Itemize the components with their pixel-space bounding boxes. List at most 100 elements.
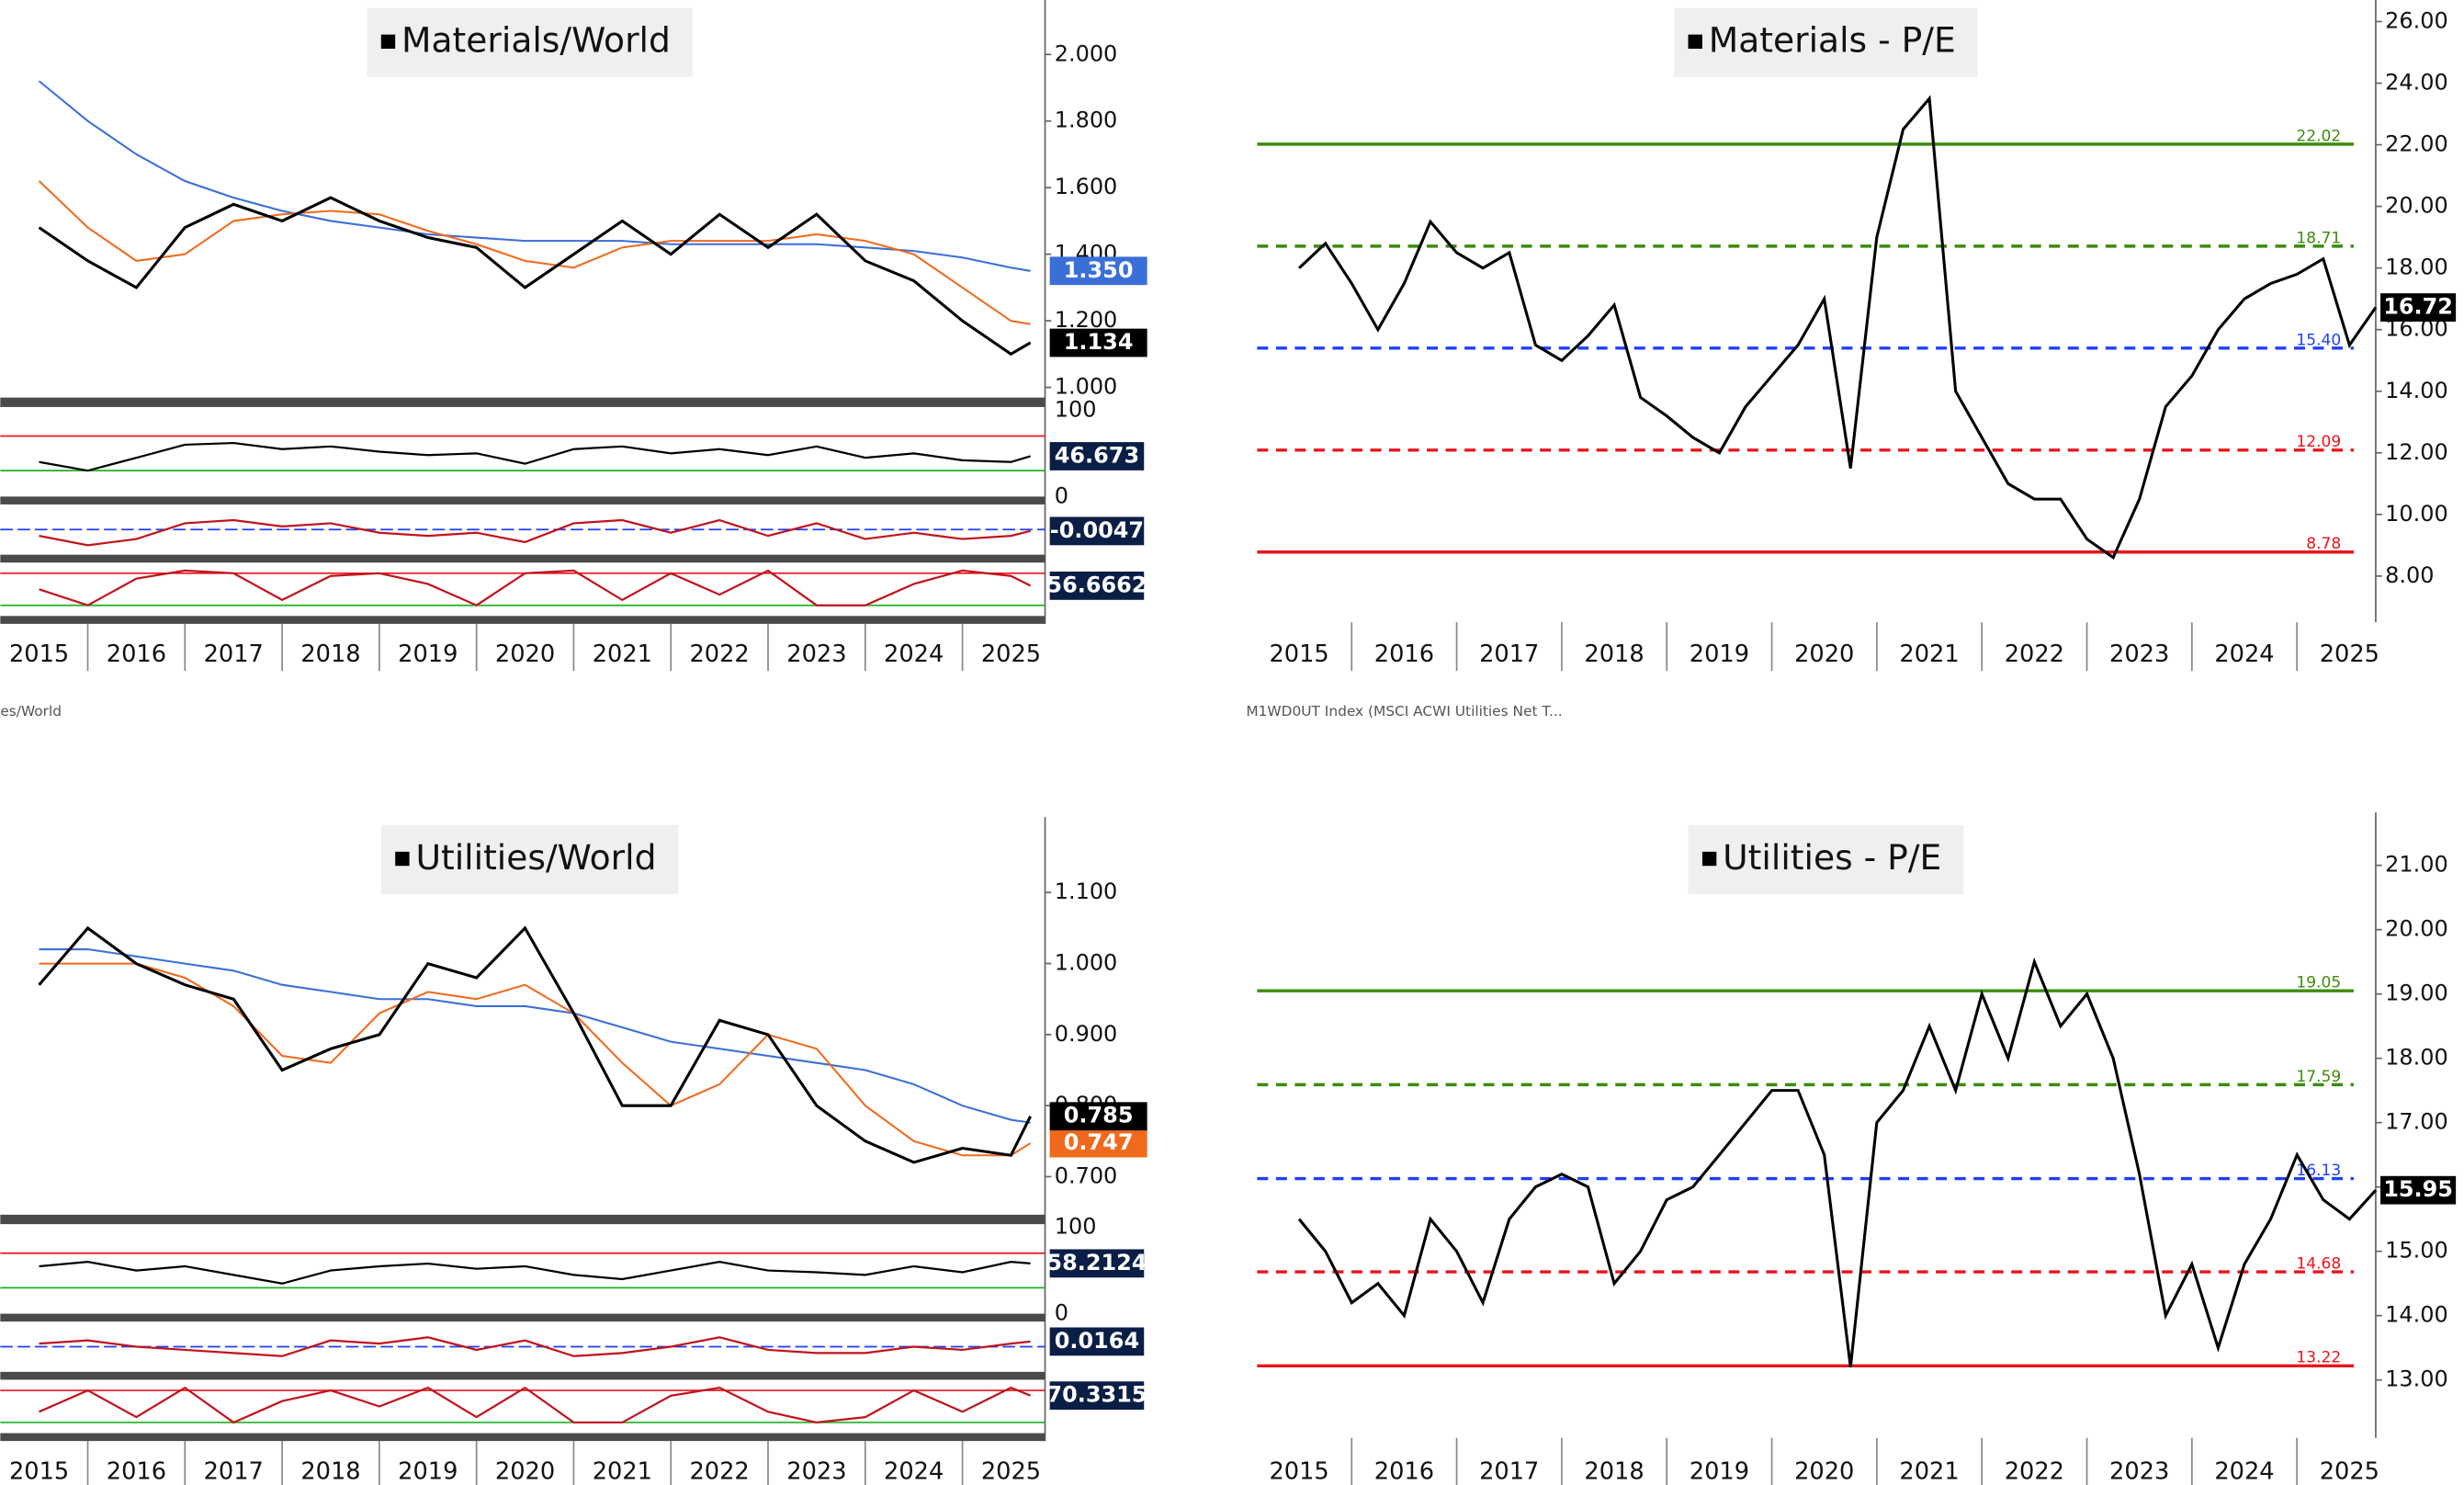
legend-marker <box>1701 851 1717 867</box>
x-tick-label: 2016 <box>107 1457 166 1485</box>
x-tick-label: 2025 <box>2320 1457 2379 1485</box>
panel-separator <box>0 397 1046 407</box>
y-tick-label: 2.000 <box>1055 40 1118 66</box>
last-value-label: 1.350 <box>1064 257 1134 283</box>
indicator-tick-label: 0 <box>1055 482 1068 508</box>
x-tick-label: 2019 <box>398 640 458 668</box>
x-tick-label: 2016 <box>1374 1457 1434 1485</box>
y-tick-label: 1.800 <box>1055 108 1118 133</box>
x-tick-label: 2021 <box>593 1457 652 1485</box>
indicator-value-label: 46.673 <box>1055 442 1139 468</box>
indicator-value-label: 0.0164 <box>1055 1328 1139 1354</box>
reference-label: 8.78 <box>2306 535 2341 553</box>
x-tick-label: 2020 <box>495 640 555 668</box>
footnote: M1WD0UT Index (MSCI ACWI Utilities Net T… <box>1246 703 1562 720</box>
legend-marker <box>395 851 410 867</box>
chart-title: Utilities - P/E <box>1723 837 1941 878</box>
indicator-tick-label: 0 <box>1055 1300 1068 1326</box>
indicator-value-box <box>1049 516 1145 546</box>
chart-title: Materials/World <box>401 20 671 61</box>
reference-label: 13.22 <box>2296 1349 2341 1367</box>
x-tick-label: 2023 <box>2109 640 2169 668</box>
x-tick-label: 2019 <box>398 1457 458 1485</box>
y-tick-label: 0.900 <box>1055 1021 1118 1047</box>
indicator-value-label: 56.6662 <box>1046 572 1147 597</box>
y-tick-label: 26.00 <box>2385 7 2448 33</box>
indicator-value-label: 70.3315 <box>1046 1382 1147 1408</box>
panel-separator <box>0 1371 1046 1380</box>
x-tick-label: 2020 <box>1794 640 1854 668</box>
title-box <box>1674 7 1978 77</box>
x-tick-label: 2025 <box>981 640 1041 668</box>
last-value-box <box>2380 293 2457 322</box>
x-tick-label: 2018 <box>1584 1457 1644 1485</box>
last-value-box <box>1049 328 1147 357</box>
x-tick-label: 2024 <box>884 1457 944 1485</box>
x-tick-label: 2015 <box>9 640 69 668</box>
x-tick-label: 2018 <box>300 640 360 668</box>
y-tick-label: 22.00 <box>2385 131 2448 157</box>
x-tick-label: 2025 <box>2320 640 2379 668</box>
x-tick-label: 2018 <box>300 1457 360 1485</box>
title-box <box>380 824 679 895</box>
y-tick-label: 20.00 <box>2385 916 2448 942</box>
series-line <box>38 80 1031 272</box>
indicator-value-box <box>1049 572 1145 600</box>
x-tick-label: 2022 <box>689 640 749 668</box>
series-line <box>39 948 1031 1124</box>
x-tick-label: 2021 <box>1899 1457 1959 1485</box>
last-value-box <box>1049 1128 1147 1158</box>
x-tick-label: 2015 <box>9 1457 69 1485</box>
x-tick-label: 2019 <box>1690 1457 1749 1485</box>
x-tick-label: 2015 <box>1269 1457 1328 1485</box>
panel-separator <box>0 1433 1046 1442</box>
y-tick-label: 15.00 <box>2385 1238 2448 1264</box>
reference-label: 15.40 <box>2296 331 2341 349</box>
y-tick-label: 14.00 <box>2385 1302 2448 1328</box>
reference-label: 12.09 <box>2296 433 2341 451</box>
y-tick-label: 1.000 <box>1055 374 1118 400</box>
x-tick-label: 2024 <box>2214 640 2274 668</box>
y-tick-label: 12.00 <box>2385 439 2448 465</box>
last-value-box <box>1049 256 1147 286</box>
x-tick-label: 2025 <box>981 1457 1041 1485</box>
indicator-line <box>39 441 1031 472</box>
x-tick-label: 2019 <box>1690 640 1749 668</box>
y-tick-label: 18.00 <box>2385 1045 2448 1071</box>
indicator-line <box>39 518 1031 547</box>
y-tick-label: 1.000 <box>1055 950 1118 976</box>
x-tick-label: 2020 <box>1794 1457 1854 1485</box>
series-line <box>1297 957 2378 1367</box>
series-line <box>38 196 1032 357</box>
x-tick-label: 2017 <box>204 1457 264 1485</box>
title-box <box>367 7 693 77</box>
panel-separator <box>0 616 1046 624</box>
series-line <box>38 180 1031 325</box>
indicator-line <box>39 1336 1031 1357</box>
indicator-value-box <box>1049 1249 1145 1278</box>
x-tick-label: 2017 <box>1479 640 1539 668</box>
y-tick-label: 0.700 <box>1055 1162 1118 1188</box>
x-tick-label: 2021 <box>1899 640 1959 668</box>
y-tick-label: 1.100 <box>1055 879 1118 904</box>
panel-separator <box>0 1214 1046 1225</box>
x-tick-label: 2024 <box>884 640 944 668</box>
x-tick-label: 2022 <box>2005 640 2064 668</box>
x-tick-label: 2018 <box>1584 640 1644 668</box>
title-box <box>1688 824 1964 895</box>
x-tick-label: 2017 <box>1479 1457 1539 1485</box>
y-tick-label: 14.00 <box>2385 378 2448 403</box>
x-tick-label: 2016 <box>1374 640 1434 668</box>
y-tick-label: 1.600 <box>1055 174 1118 199</box>
series-line <box>1297 95 2378 561</box>
y-tick-label: 24.00 <box>2385 70 2448 96</box>
y-tick-label: 8.00 <box>2385 562 2434 588</box>
indicator-value-box <box>1049 1327 1145 1356</box>
x-tick-label: 2023 <box>2109 1457 2169 1485</box>
indicator-value-box <box>1049 442 1145 470</box>
last-value-label: 1.134 <box>1064 329 1134 355</box>
indicator-value-box <box>1049 1381 1145 1411</box>
last-value-box <box>1049 1102 1147 1131</box>
last-value-box <box>2380 1175 2457 1205</box>
